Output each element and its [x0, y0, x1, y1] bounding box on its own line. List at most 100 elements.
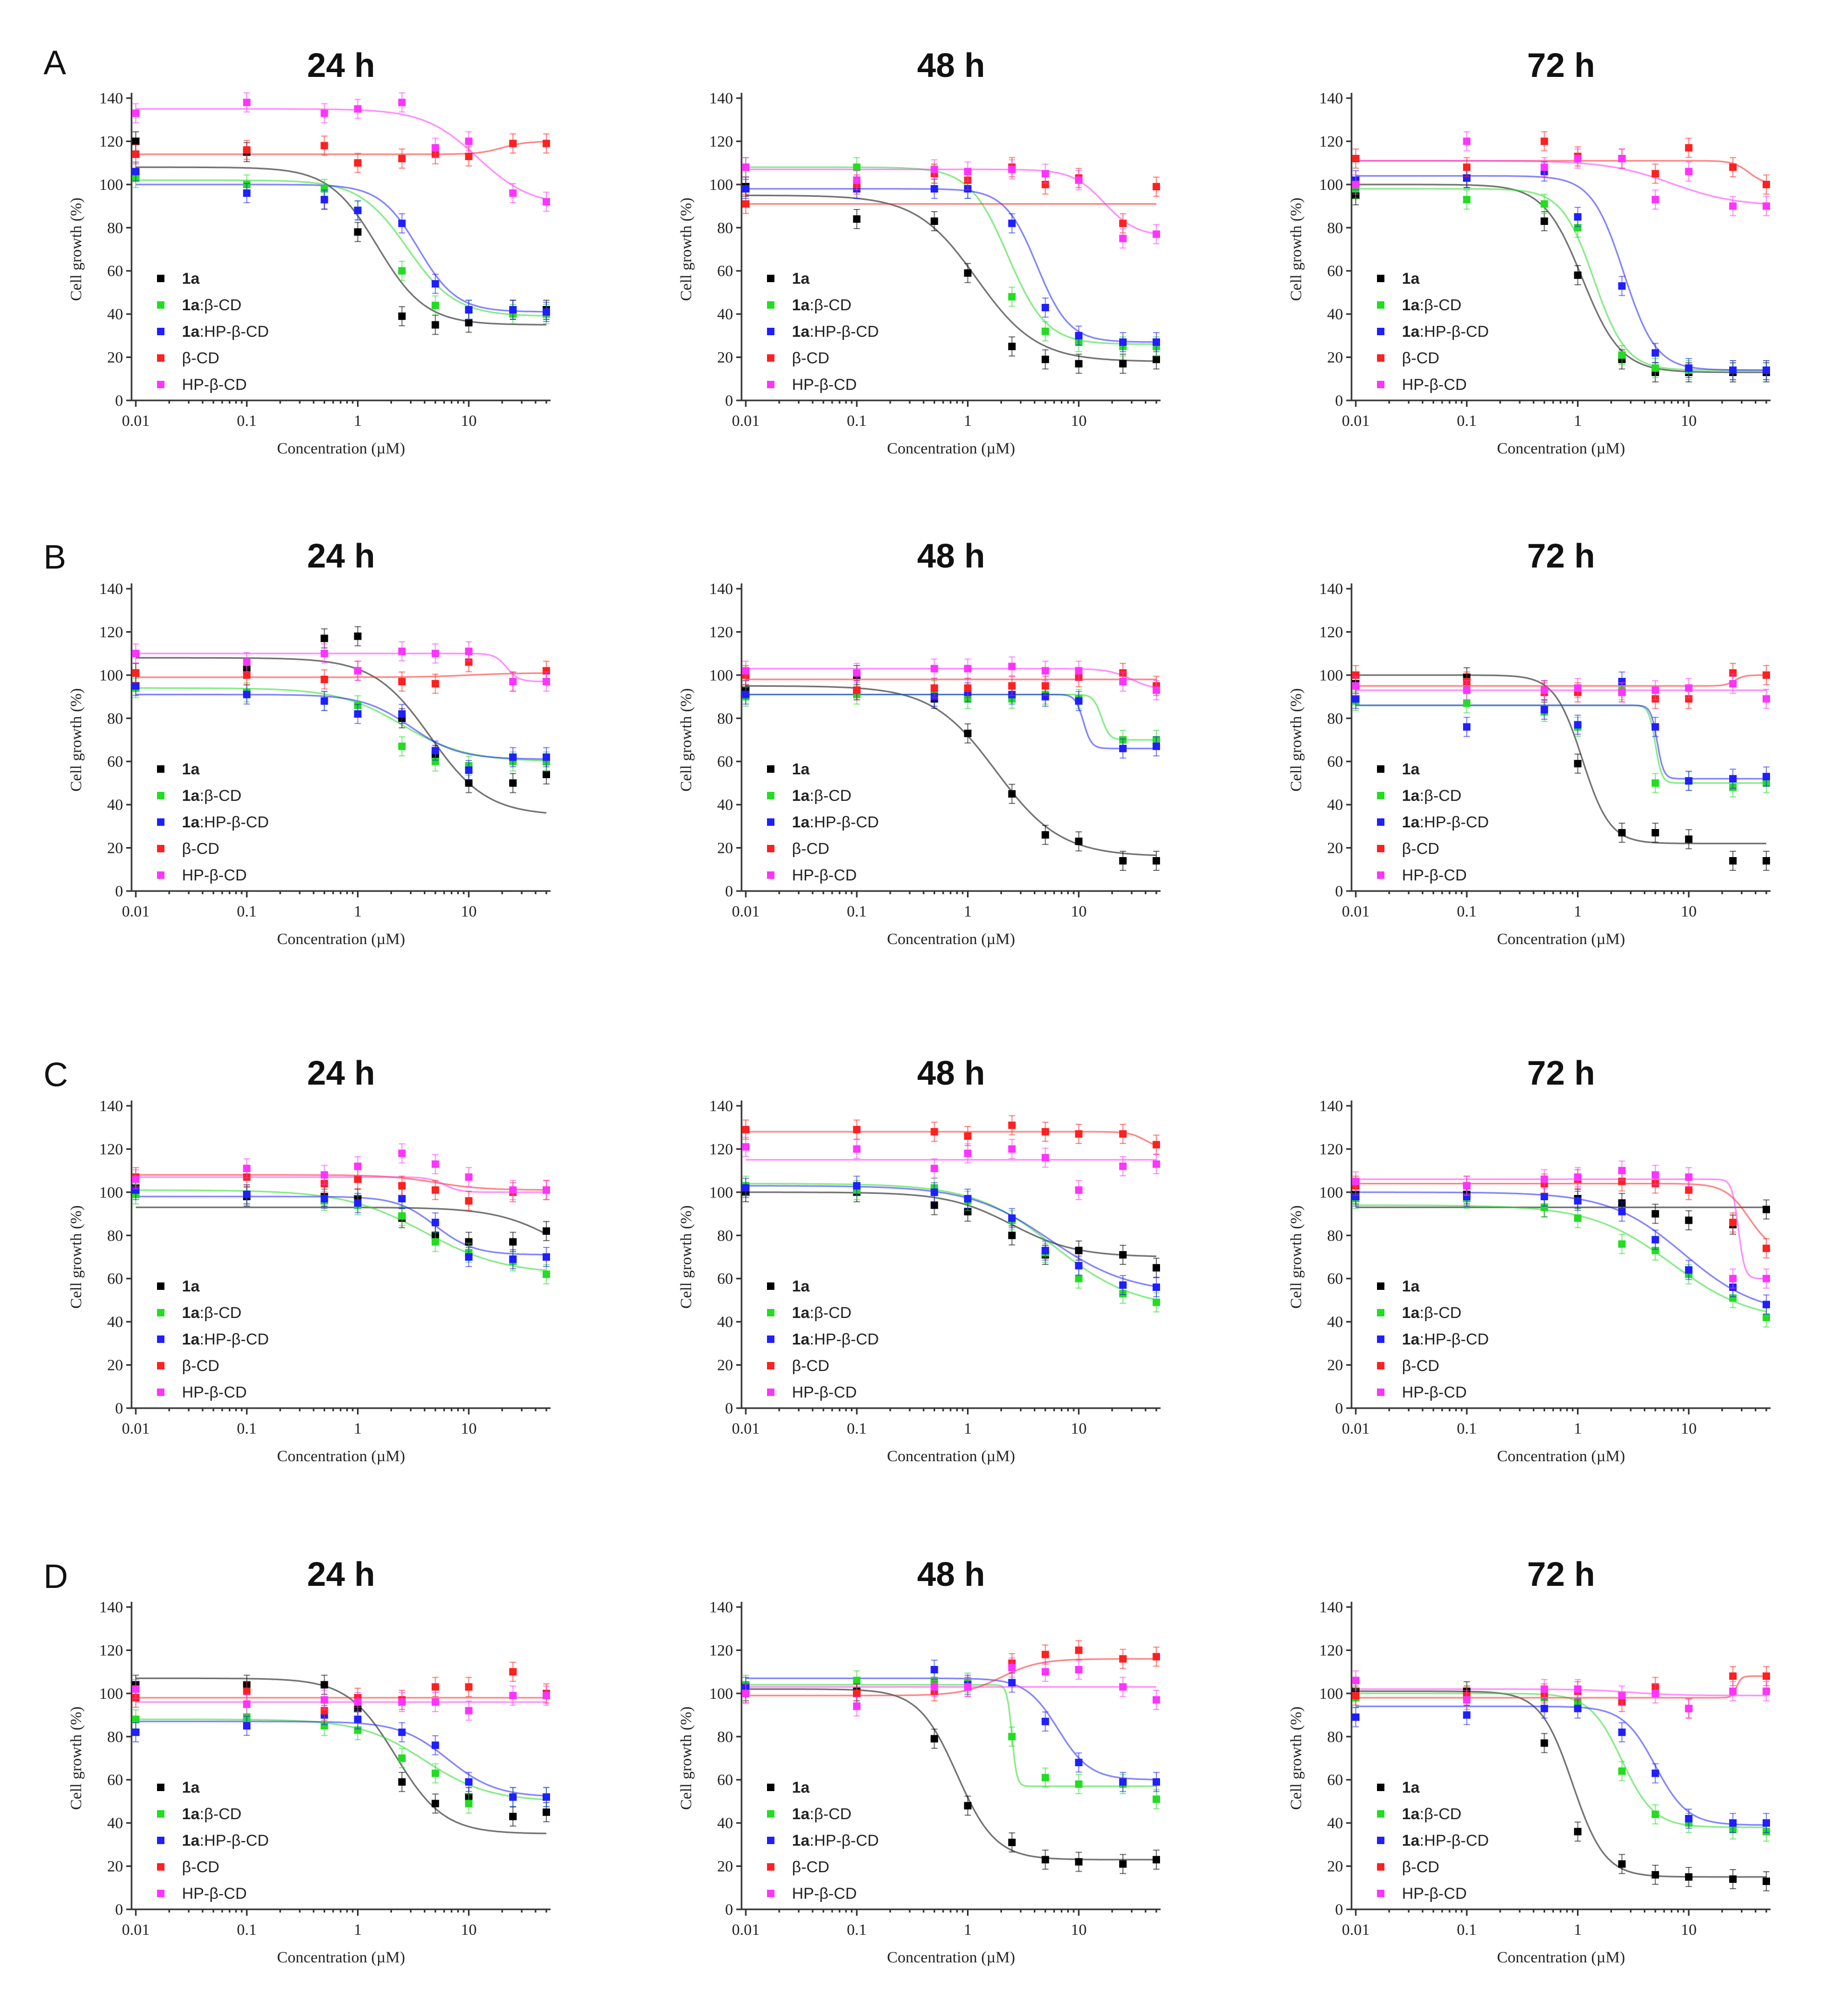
data-point [320, 634, 328, 642]
data-point [1729, 1687, 1737, 1695]
y-tick-label: 140 [709, 580, 733, 598]
y-axis-label: Cell growth (%) [67, 198, 85, 301]
legend-suffix: β-CD [1402, 840, 1440, 858]
x-tick-label: 0.1 [847, 1420, 867, 1437]
data-point [1041, 170, 1049, 178]
fit-curve [136, 687, 547, 762]
y-tick-label: 20 [107, 1357, 123, 1374]
data-point [1041, 1128, 1049, 1136]
data-point [1119, 678, 1127, 686]
data-point [964, 1149, 972, 1157]
data-point [1352, 1677, 1359, 1684]
chart-panel-b-48h: 48 h 0 20 40 60 80 100 120 140 0.01 0.1 1 10 Concentr… [677, 537, 1161, 948]
y-tick-label: 20 [107, 1858, 123, 1875]
data-point [1008, 220, 1016, 228]
data-point [1729, 1218, 1737, 1226]
data-point [398, 1754, 406, 1762]
data-point [509, 139, 517, 147]
data-point [1463, 1696, 1471, 1704]
data-point [1618, 1860, 1626, 1868]
legend-suffix: β-CD [792, 350, 830, 367]
fit-curve [1356, 1183, 1767, 1240]
data-point [930, 1128, 938, 1136]
y-tick-label: 60 [107, 753, 123, 771]
data-point [1540, 217, 1548, 225]
y-tick-label: 0 [725, 1901, 733, 1918]
legend-suffix: :β-CD [199, 787, 241, 805]
data-point [1729, 163, 1737, 171]
data-point [930, 1735, 938, 1743]
data-point [243, 671, 251, 679]
data-point [320, 1722, 328, 1730]
y-tick-label: 40 [107, 305, 123, 323]
fit-curve [136, 179, 547, 317]
fit-curve [136, 652, 546, 683]
y-tick-label: 0 [1335, 1400, 1343, 1417]
x-tick-label: 10 [1681, 1921, 1697, 1939]
legend-compound: 1a [1402, 787, 1420, 805]
fit-curve [746, 1191, 1156, 1258]
data-point [1574, 759, 1582, 767]
legend-label: β-CD [182, 1858, 220, 1876]
legend-label: 1a:β-CD [1402, 787, 1461, 805]
data-point [1153, 338, 1160, 346]
data-point [1153, 857, 1160, 865]
data-point [1651, 1769, 1659, 1777]
data-point [1540, 686, 1548, 694]
chart-title: 24 h [307, 1555, 375, 1593]
data-point [1763, 671, 1770, 679]
chart-panel-a-24h: 24 h 0 20 40 60 80 100 120 140 0.01 0.1 1 10 Concentr… [67, 46, 551, 457]
data-point [1075, 1130, 1083, 1138]
data-point [1685, 1186, 1693, 1194]
data-point [1041, 355, 1049, 363]
data-point [431, 1741, 439, 1749]
data-point [431, 650, 439, 658]
legend-marker [157, 381, 164, 388]
legend-compound: 1a [792, 1832, 810, 1849]
data-point [1685, 168, 1693, 176]
y-tick-label: 80 [107, 710, 123, 727]
data-point [1153, 230, 1160, 238]
data-point [1540, 1685, 1548, 1693]
x-axis-label: Concentration (µM) [1497, 1949, 1625, 1966]
data-point [1651, 1171, 1659, 1179]
data-point [1574, 224, 1582, 232]
data-point [132, 682, 140, 690]
y-tick-label: 40 [717, 1814, 733, 1832]
legend-marker [157, 765, 164, 773]
legend-suffix: :HP-β-CD [809, 814, 879, 831]
data-point [853, 1703, 861, 1710]
legend-label: 1a:β-CD [792, 296, 851, 314]
y-axis-label: Cell growth (%) [67, 1707, 85, 1810]
data-point [431, 280, 439, 288]
y-axis-label: Cell growth (%) [67, 688, 85, 792]
x-tick-label: 10 [1071, 1921, 1087, 1939]
data-point [398, 1778, 406, 1786]
data-point [543, 771, 550, 779]
data-point [1763, 1314, 1770, 1321]
fit-curve [746, 668, 1157, 689]
data-point [853, 1689, 861, 1697]
data-point [398, 710, 406, 718]
y-tick-label: 0 [115, 1901, 123, 1918]
legend-marker [767, 871, 774, 879]
data-point [1574, 1173, 1582, 1181]
fit-curve [1356, 1204, 1767, 1313]
data-point [1463, 163, 1471, 171]
data-point [398, 678, 406, 686]
data-point [964, 168, 972, 176]
legend-compound: 1a [182, 1331, 200, 1348]
legend-label: β-CD [1402, 1858, 1440, 1876]
legend-marker [1377, 1362, 1384, 1369]
x-tick-label: 1 [964, 903, 972, 920]
data-point [543, 139, 550, 147]
legend-marker [767, 1389, 774, 1396]
data-point [543, 678, 550, 686]
legend-suffix: :β-CD [809, 787, 851, 805]
x-axis-label: Concentration (µM) [887, 1447, 1015, 1465]
data-point [431, 144, 439, 152]
data-point [1651, 723, 1659, 731]
